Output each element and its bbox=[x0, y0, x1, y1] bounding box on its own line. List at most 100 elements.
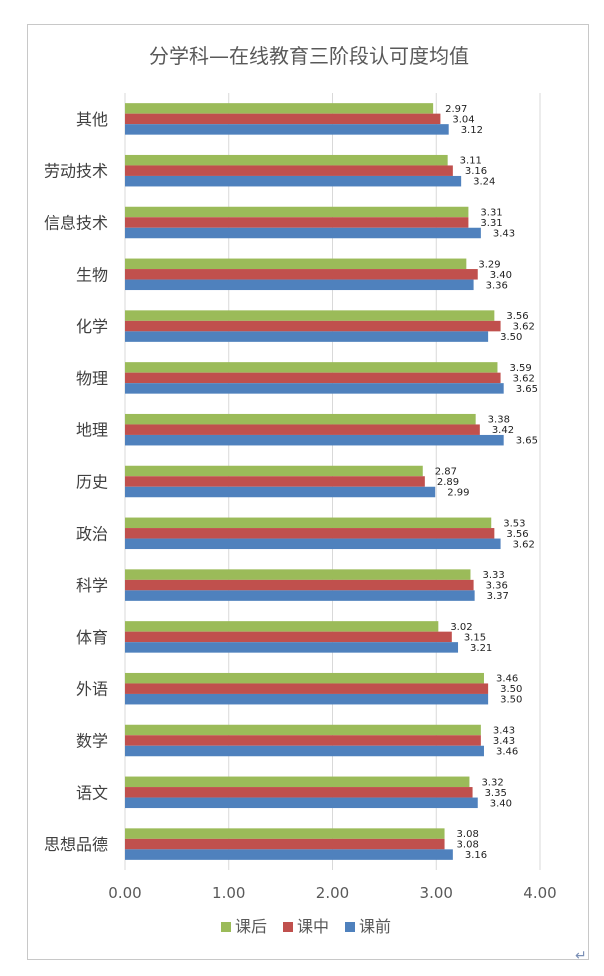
x-tick-label: 4.00 bbox=[523, 884, 556, 902]
x-tick-label: 3.00 bbox=[420, 884, 453, 902]
bar-课中 bbox=[125, 631, 452, 643]
bar-课后 bbox=[125, 776, 470, 788]
data-label: 3.53 bbox=[503, 518, 525, 529]
category-label: 劳动技术 bbox=[44, 162, 108, 181]
data-label: 3.40 bbox=[490, 270, 512, 281]
data-label: 2.89 bbox=[437, 477, 459, 488]
bar-课中 bbox=[125, 217, 469, 228]
category-label: 数学 bbox=[76, 732, 108, 751]
x-tick-label: 2.00 bbox=[316, 884, 349, 902]
bar-课后 bbox=[125, 103, 434, 114]
data-label: 3.42 bbox=[492, 425, 514, 436]
data-label: 3.37 bbox=[487, 591, 509, 602]
data-label: 2.97 bbox=[445, 104, 467, 115]
data-label: 3.33 bbox=[482, 570, 504, 581]
bar-课前 bbox=[125, 849, 453, 860]
category-label: 化学 bbox=[76, 317, 108, 336]
chart-frame: 分学科—在线教育三阶段认可度均值 2.97 3.04 3.12 3.11 3.16 3.2… bbox=[27, 24, 589, 960]
legend-swatch bbox=[345, 922, 355, 932]
legend-swatch bbox=[283, 922, 293, 932]
bar-课前 bbox=[125, 279, 474, 291]
data-label: 3.36 bbox=[486, 581, 508, 592]
data-label: 3.65 bbox=[516, 384, 538, 395]
bar-课前 bbox=[125, 124, 449, 135]
data-label: 3.21 bbox=[470, 643, 492, 654]
legend-label: 课前 bbox=[359, 917, 391, 936]
chart: 分学科—在线教育三阶段认可度均值 2.973.043.123.113.163.2… bbox=[44, 44, 557, 936]
bar-课中 bbox=[125, 372, 501, 384]
bar-课后 bbox=[125, 154, 448, 166]
bar-课后 bbox=[125, 413, 476, 425]
data-label: 3.35 bbox=[485, 788, 507, 799]
category-label: 历史 bbox=[76, 473, 108, 492]
data-label: 3.46 bbox=[496, 747, 518, 758]
data-label: 3.43 bbox=[493, 726, 515, 737]
bar-课后 bbox=[125, 724, 481, 736]
bar-课后 bbox=[125, 569, 471, 580]
bar-课前 bbox=[125, 538, 501, 550]
bar-课前 bbox=[125, 383, 504, 394]
legend: 课后 课中 课前 bbox=[221, 917, 391, 936]
data-label: 3.02 bbox=[450, 622, 472, 633]
bar-课中 bbox=[125, 113, 441, 125]
data-label: 3.46 bbox=[496, 674, 518, 685]
data-label: 3.36 bbox=[486, 280, 508, 291]
bar-课前 bbox=[125, 693, 489, 705]
bar-课后 bbox=[125, 517, 492, 529]
bar-课中 bbox=[125, 683, 489, 694]
bar-课前 bbox=[125, 227, 481, 239]
legend-label: 课中 bbox=[297, 917, 329, 936]
data-label: 3.16 bbox=[465, 166, 487, 177]
data-label: 2.99 bbox=[447, 488, 469, 499]
bar-课中 bbox=[125, 787, 473, 798]
data-label: 3.62 bbox=[513, 373, 535, 384]
category-label: 科学 bbox=[76, 576, 108, 595]
data-label: 3.15 bbox=[464, 632, 486, 643]
data-label: 3.04 bbox=[452, 114, 474, 125]
data-label: 3.16 bbox=[465, 850, 487, 861]
bar-课中 bbox=[125, 528, 495, 539]
data-label: 3.50 bbox=[500, 695, 522, 706]
category-label: 体育 bbox=[76, 628, 108, 647]
category-label: 思想品德 bbox=[44, 835, 108, 854]
x-tick-label: 0.00 bbox=[108, 884, 141, 902]
bar-课前 bbox=[125, 642, 459, 653]
category-label: 信息技术 bbox=[44, 214, 108, 233]
bar-课前 bbox=[125, 590, 475, 601]
category-label: 地理 bbox=[76, 421, 108, 440]
bar-课中 bbox=[125, 165, 453, 176]
bar-课中 bbox=[125, 320, 501, 332]
category-label: 外语 bbox=[76, 680, 108, 699]
bar-课前 bbox=[125, 175, 462, 187]
x-axis-ticks: 0.00 1.00 2.00 3.00 4.00 bbox=[108, 884, 556, 902]
bar-课后 bbox=[125, 621, 439, 632]
category-label: 其他 bbox=[76, 110, 108, 129]
paragraph-mark: ↵ bbox=[575, 948, 587, 964]
bar-课中 bbox=[125, 476, 425, 487]
data-label: 3.65 bbox=[516, 436, 538, 447]
data-label: 3.24 bbox=[473, 177, 495, 188]
data-label: 3.50 bbox=[500, 684, 522, 695]
bar-课中 bbox=[125, 838, 445, 850]
data-label: 3.40 bbox=[490, 798, 512, 809]
bar-课前 bbox=[125, 331, 489, 342]
data-label: 3.38 bbox=[488, 415, 510, 426]
bar-课后 bbox=[125, 310, 495, 321]
data-label: 3.31 bbox=[480, 208, 502, 219]
x-tick-label: 1.00 bbox=[212, 884, 245, 902]
data-label: 3.12 bbox=[461, 125, 483, 136]
data-label: 3.08 bbox=[457, 829, 479, 840]
legend-label: 课后 bbox=[235, 917, 267, 936]
bar-课后 bbox=[125, 206, 469, 218]
bar-课前 bbox=[125, 745, 484, 757]
bar-课后 bbox=[125, 465, 423, 477]
bar-课前 bbox=[125, 486, 436, 498]
bar-课中 bbox=[125, 735, 481, 746]
bar-课中 bbox=[125, 579, 474, 591]
data-label: 3.62 bbox=[513, 539, 535, 550]
data-label: 3.29 bbox=[478, 259, 500, 270]
data-label: 3.32 bbox=[481, 777, 503, 788]
bar-课前 bbox=[125, 797, 478, 809]
category-label: 语文 bbox=[76, 783, 108, 802]
bar-课中 bbox=[125, 424, 480, 435]
